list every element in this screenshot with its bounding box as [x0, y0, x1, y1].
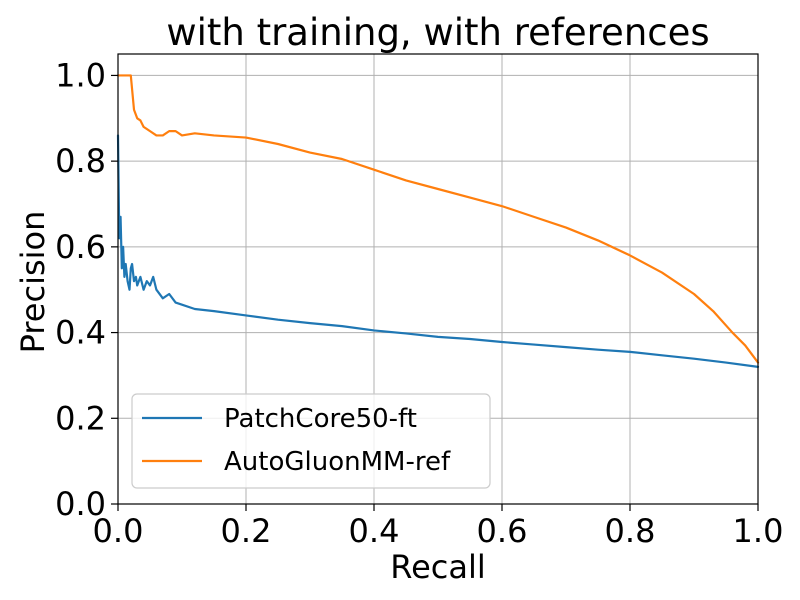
x-axis-label: Recall — [390, 548, 485, 586]
y-tick-label: 1.0 — [55, 56, 106, 94]
chart-title: with training, with references — [166, 11, 709, 54]
legend: PatchCore50-ft AutoGluonMM-ref — [131, 393, 491, 489]
legend-label-patchcore: PatchCore50-ft — [224, 404, 417, 434]
series-lines — [116, 74, 760, 368]
y-tick-label: 0.8 — [55, 142, 106, 180]
x-tick-label: 0.8 — [605, 512, 656, 550]
x-tick-label: 0.6 — [477, 512, 528, 550]
y-tick-label: 0.2 — [55, 399, 106, 437]
x-tick-label: 0.2 — [221, 512, 272, 550]
y-tick-label: 0.6 — [55, 228, 106, 266]
x-tick-label: 1.0 — [733, 512, 784, 550]
legend-box — [131, 393, 491, 489]
y-axis-label: Precision — [14, 211, 52, 354]
axis-ticks: 0.0 0.2 0.4 0.6 0.8 1.0 0.0 0.2 0.4 0.6 0.8 1.0 — [55, 56, 783, 550]
legend-label-autogluon: AutoGluonMM-ref — [224, 447, 451, 477]
x-tick-label: 0.0 — [93, 512, 144, 550]
x-tick-label: 0.4 — [349, 512, 400, 550]
y-tick-label: 0.4 — [55, 314, 106, 352]
series-line-patchcore — [116, 134, 760, 368]
plot-frame — [117, 53, 759, 505]
series-line-autogluon — [116, 74, 760, 364]
y-tick-label: 0.0 — [55, 485, 106, 523]
